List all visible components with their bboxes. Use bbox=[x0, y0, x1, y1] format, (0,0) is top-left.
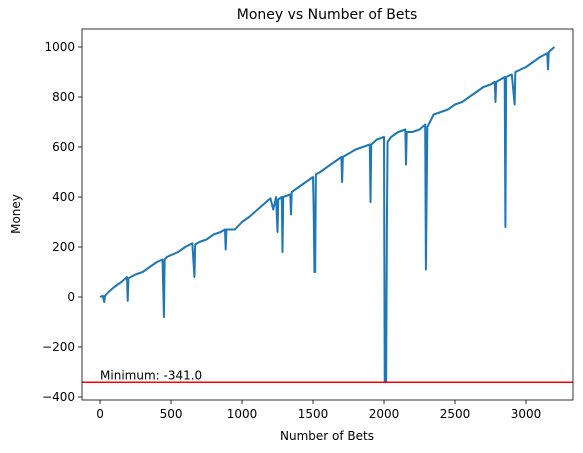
y-tick-label: 400 bbox=[52, 190, 75, 204]
x-tick-label: 0 bbox=[96, 407, 104, 421]
x-axis-label: Number of Bets bbox=[280, 429, 374, 443]
x-tick-label: 1000 bbox=[227, 407, 258, 421]
y-tick-label: 600 bbox=[52, 140, 75, 154]
y-tick-label: 1000 bbox=[44, 40, 75, 54]
y-tick-label: −200 bbox=[42, 340, 75, 354]
plot-frame bbox=[81, 28, 574, 401]
x-tick-label: 3000 bbox=[511, 407, 542, 421]
y-axis-label: Money bbox=[9, 194, 23, 234]
y-tick-label: 800 bbox=[52, 90, 75, 104]
y-tick-label: −400 bbox=[42, 390, 75, 404]
x-tick-label: 2000 bbox=[369, 407, 400, 421]
minimum-annotation: Minimum: -341.0 bbox=[100, 368, 202, 382]
y-tick-label: 0 bbox=[67, 290, 75, 304]
data-line bbox=[99, 46, 556, 384]
x-tick-label: 2500 bbox=[440, 407, 471, 421]
x-tick-label: 500 bbox=[160, 407, 183, 421]
x-tick-label: 1500 bbox=[298, 407, 329, 421]
chart-title: Money vs Number of Bets bbox=[237, 7, 418, 23]
y-tick-label: 200 bbox=[52, 240, 75, 254]
